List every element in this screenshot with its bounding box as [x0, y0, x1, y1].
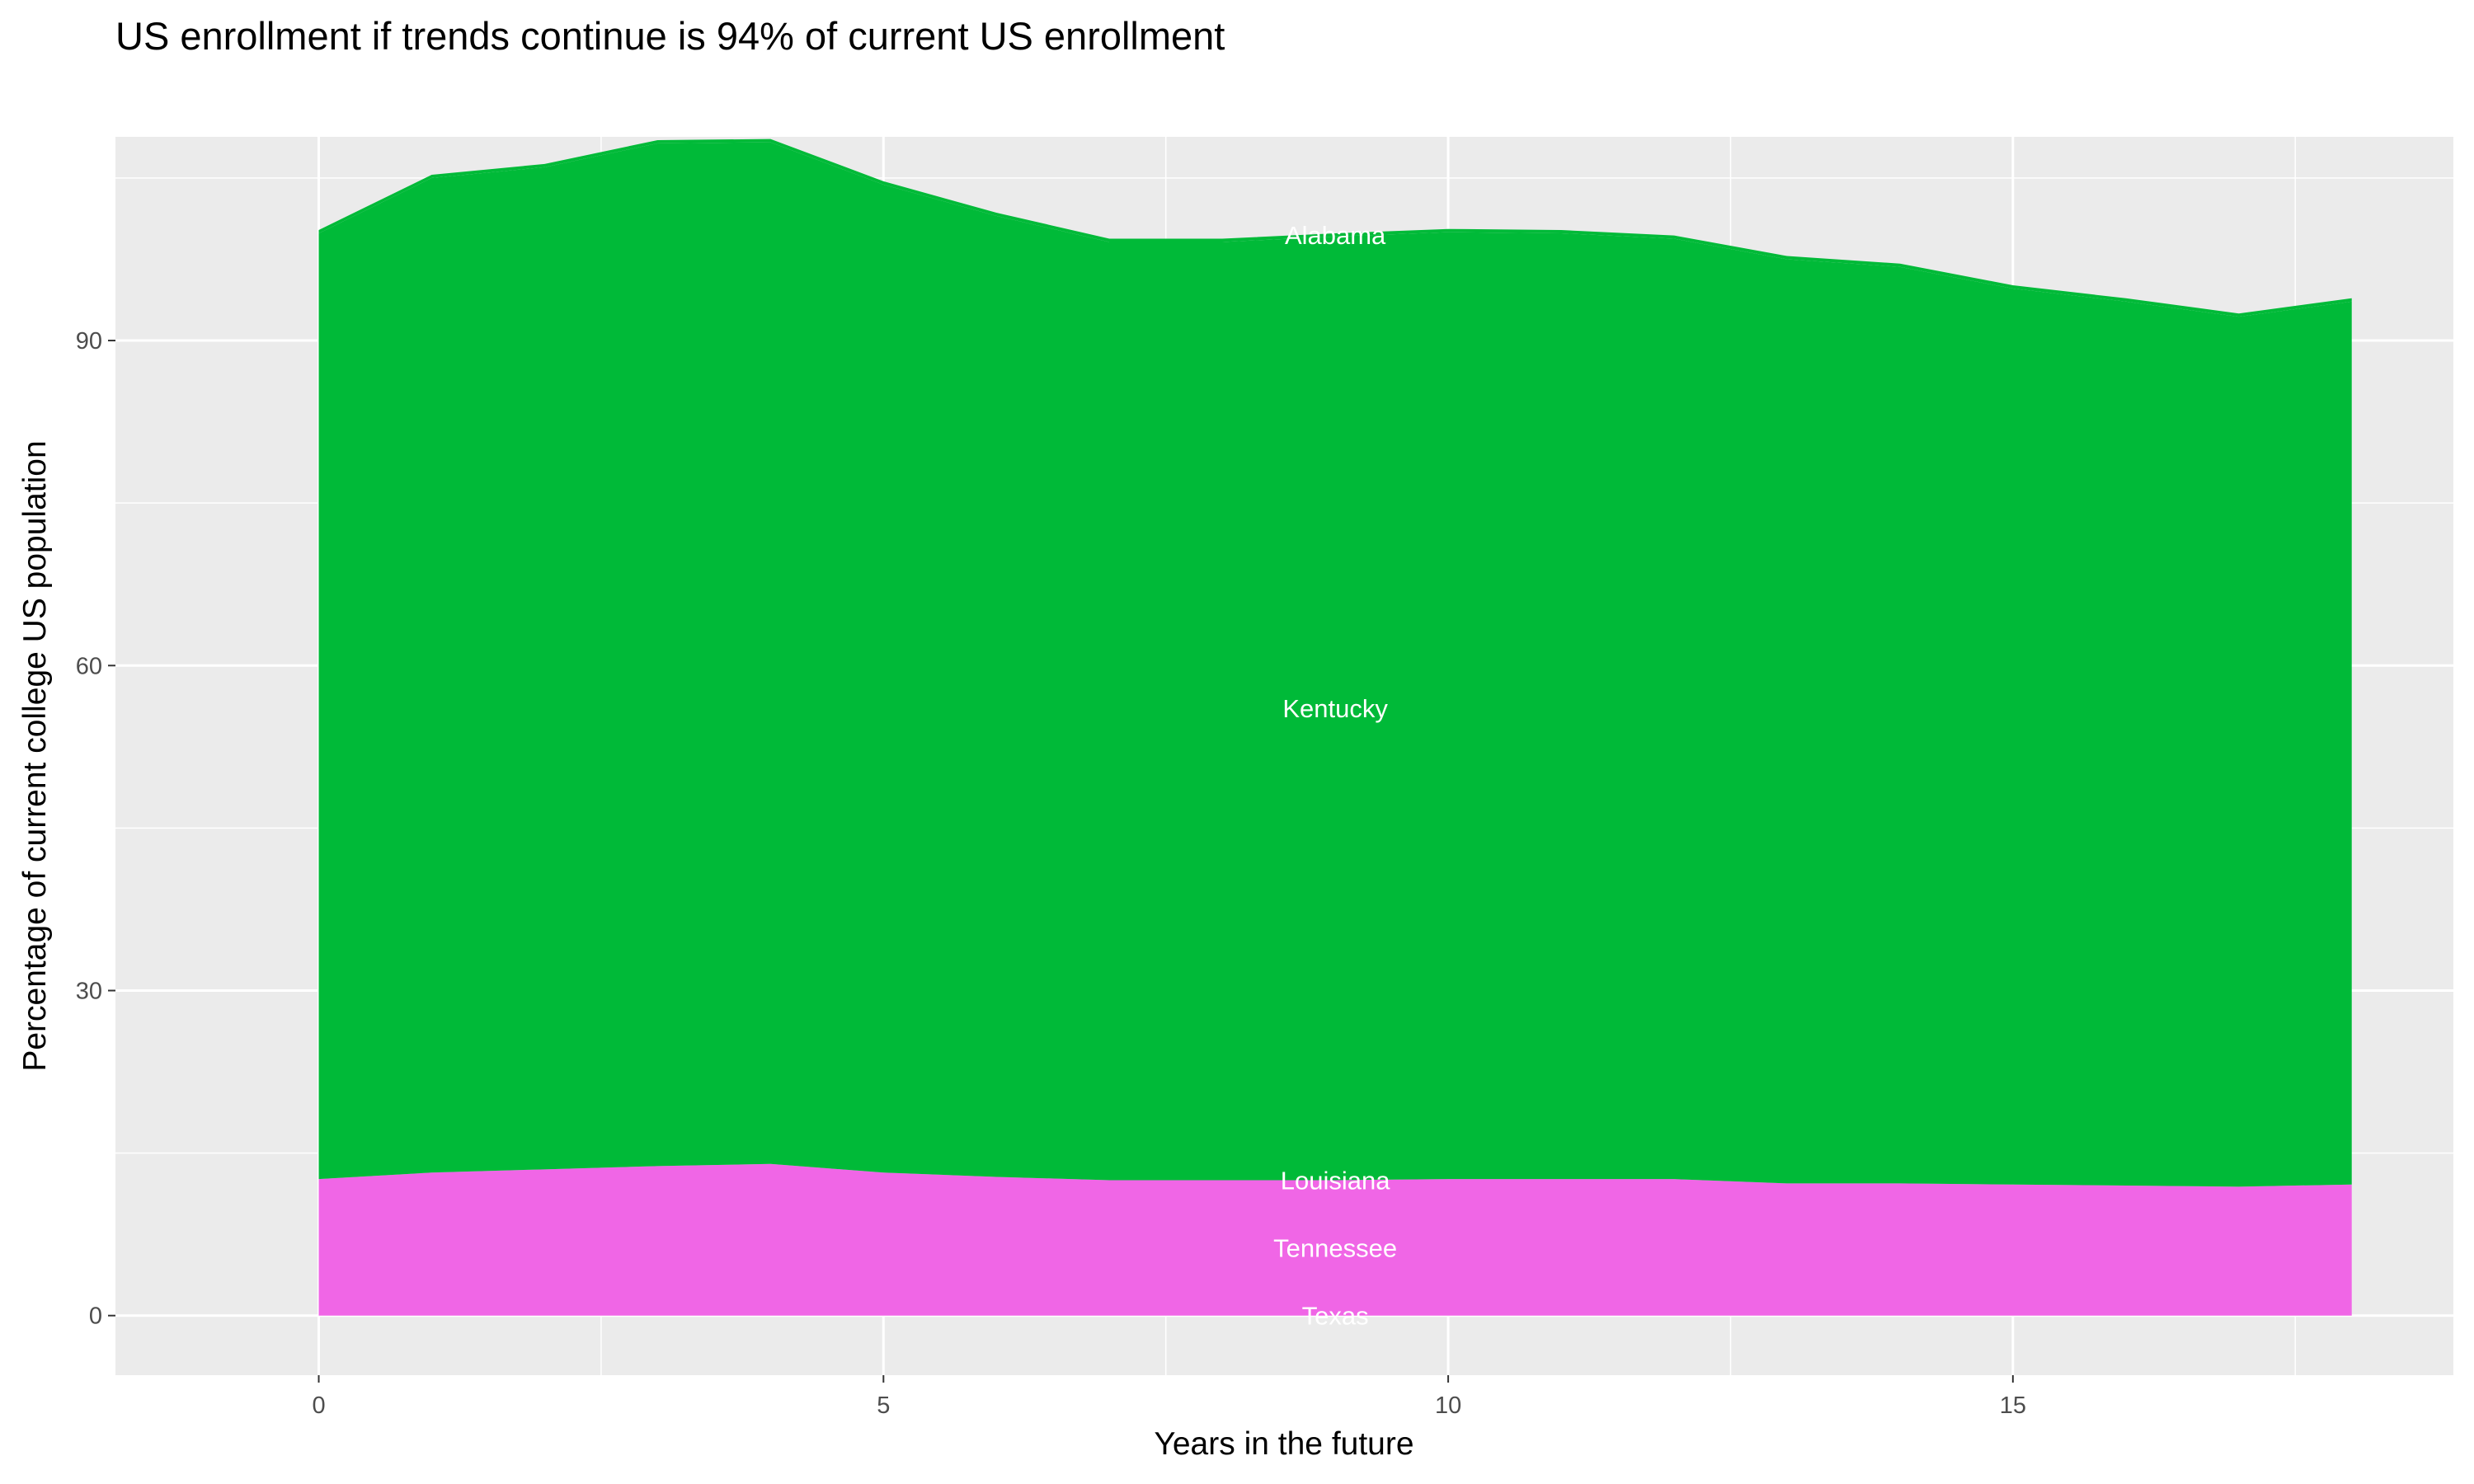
x-tick-label: 5 [877, 1392, 890, 1419]
area-tennessee [318, 1163, 2352, 1316]
x-tick-label: 10 [1435, 1392, 1461, 1419]
y-axis-title: Percentage of current college US populat… [17, 440, 53, 1071]
y-tick-label: 90 [76, 328, 102, 355]
y-tick-label: 30 [76, 978, 102, 1004]
area-layers [318, 139, 2352, 1316]
y-tick-label: 0 [89, 1303, 102, 1330]
series-label-texas: Texas [1302, 1302, 1369, 1331]
series-labels: Texas Tennessee Louisiana Kentucky Alabama [1273, 221, 1397, 1331]
axes: 0 5 10 15 0 30 60 90 [76, 328, 2026, 1419]
series-label-kentucky: Kentucky [1282, 694, 1388, 723]
x-axis-title: Years in the future [1154, 1426, 1413, 1462]
chart-title: US enrollment if trends continue is 94% … [115, 14, 1225, 58]
x-tick-label: 15 [2000, 1392, 2026, 1419]
series-label-tennessee: Tennessee [1273, 1234, 1397, 1263]
y-tick-label: 60 [76, 653, 102, 679]
series-label-alabama: Alabama [1285, 221, 1386, 250]
x-tick-label: 0 [312, 1392, 325, 1419]
series-label-louisiana: Louisiana [1281, 1166, 1390, 1195]
area-kentucky [318, 142, 2352, 1187]
